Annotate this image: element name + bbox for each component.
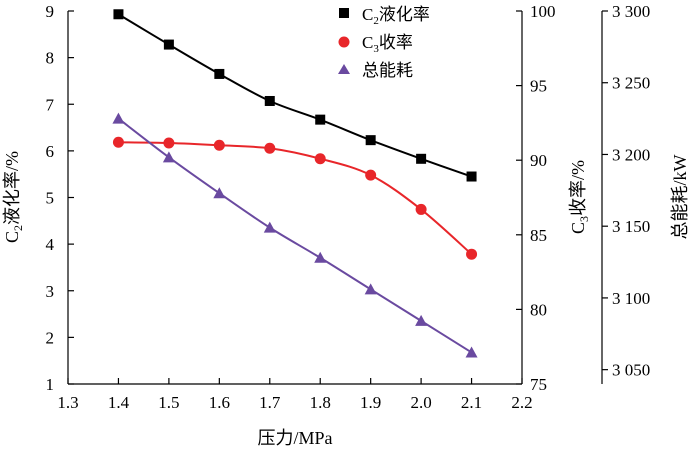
- c3-recovery-point: [163, 137, 175, 149]
- left-axis-title-rest: 液化率/%: [2, 151, 22, 225]
- c3-recovery-point: [365, 169, 377, 181]
- legend-marker-c2: [339, 8, 349, 18]
- total-energy-point: [263, 221, 276, 233]
- right1-axis-title-main: C: [568, 222, 588, 234]
- right1-tick-label: 100: [530, 2, 556, 21]
- total-energy-point: [465, 346, 478, 358]
- svg-text:C2液化率/%: C2液化率/%: [2, 151, 25, 243]
- right2-tick-label: 3 150: [612, 217, 650, 236]
- right1-tick-label: 85: [530, 226, 547, 245]
- x-tick-label: 1.7: [259, 393, 281, 412]
- legend-label-c3-main: C: [362, 33, 373, 52]
- total-energy-point: [364, 283, 377, 295]
- right1-tick-label: 90: [530, 151, 547, 170]
- x-tick-label: 2.2: [511, 393, 532, 412]
- c3-recovery-point: [112, 136, 124, 148]
- right2-tick-label: 3 050: [612, 361, 650, 380]
- total-energy-point: [112, 112, 125, 124]
- left-tick-label: 4: [46, 235, 55, 254]
- x-tick-label: 1.9: [360, 393, 381, 412]
- right1-axis-title-sub: 3: [577, 216, 591, 222]
- left-tick-label: 1: [46, 375, 55, 394]
- right1-axis-title-rest: 收率/%: [568, 160, 588, 216]
- c3-recovery-point: [264, 142, 276, 154]
- ticks-layer: 1.3 1.4 1.5 1.6 1.7 1.8 1.9 2.0 2.1 2.2 1 2 3 4 5 6 7 8 9 7…: [46, 2, 651, 412]
- c2-liquefaction-point: [365, 135, 376, 146]
- legend-label-c2-main: C: [362, 5, 373, 24]
- legend-marker-energy: [338, 64, 350, 74]
- total-energy-point: [314, 251, 327, 263]
- left-axis-title: C2液化率/%: [2, 151, 25, 243]
- series-layer: [112, 9, 478, 358]
- c2-liquefaction-point: [163, 39, 174, 50]
- x-tick-label: 2.0: [410, 393, 431, 412]
- left-tick-label: 5: [46, 189, 55, 208]
- left-tick-label: 2: [46, 328, 55, 347]
- right1-axis-title: C3收率/%: [568, 160, 591, 234]
- legend-label-energy: 总能耗: [362, 61, 413, 80]
- right2-tick-label: 3 250: [612, 74, 650, 93]
- c3-recovery-point: [415, 203, 427, 215]
- right2-tick-label: 3 300: [612, 2, 650, 21]
- c3-recovery-point: [213, 139, 225, 151]
- right2-axis-title: 总能耗/kW: [670, 154, 690, 239]
- x-tick-label: 1.4: [108, 393, 130, 412]
- legend-label-c2-sub: 2: [373, 15, 379, 27]
- left-axis-title-sub: 2: [11, 225, 25, 231]
- left-tick-label: 3: [46, 282, 55, 301]
- legend-label-c3: C3收率: [362, 33, 413, 55]
- c2-liquefaction-point: [113, 9, 124, 20]
- right1-tick-label: 95: [530, 77, 547, 96]
- legend-label-c2: C2液化率: [362, 5, 430, 27]
- c3-recovery-point: [466, 248, 478, 260]
- right1-tick-label: 75: [530, 375, 547, 394]
- x-tick-label: 1.3: [57, 393, 78, 412]
- c2-liquefaction-point: [214, 68, 225, 79]
- right1-tick-label: 80: [530, 300, 547, 319]
- svg-text:总能耗/kW: 总能耗/kW: [670, 154, 690, 239]
- x-tick-label: 1.5: [158, 393, 179, 412]
- left-tick-label: 7: [46, 95, 55, 114]
- svg-text:C3收率/%: C3收率/%: [568, 160, 591, 234]
- legend-label-c2-rest: 液化率: [379, 5, 430, 24]
- x-tick-label: 2.1: [461, 393, 482, 412]
- x-tick-label: 1.8: [310, 393, 331, 412]
- total-energy-point: [162, 151, 175, 163]
- c2-liquefaction-point: [466, 171, 477, 182]
- right2-tick-label: 3 100: [612, 289, 650, 308]
- legend-label-c3-rest: 收率: [379, 33, 413, 52]
- left-tick-label: 9: [46, 2, 55, 21]
- legend-marker-c3: [338, 36, 350, 48]
- c2-liquefaction-point: [264, 95, 275, 106]
- total-energy-point: [415, 314, 428, 326]
- c2-liquefaction-point: [416, 153, 427, 164]
- left-tick-label: 6: [46, 142, 55, 161]
- x-tick-label: 1.6: [209, 393, 230, 412]
- c3-recovery-point: [314, 153, 326, 165]
- left-axis-title-main: C: [2, 231, 22, 243]
- total-energy-point: [213, 187, 226, 199]
- x-axis-title: 压力/MPa: [257, 428, 332, 448]
- right2-tick-label: 3 200: [612, 145, 650, 164]
- legend: C2液化率 C3收率 总能耗: [338, 5, 430, 80]
- left-tick-label: 8: [46, 49, 55, 68]
- c2-liquefaction-point: [315, 114, 326, 125]
- legend-label-c3-sub: 3: [373, 43, 379, 55]
